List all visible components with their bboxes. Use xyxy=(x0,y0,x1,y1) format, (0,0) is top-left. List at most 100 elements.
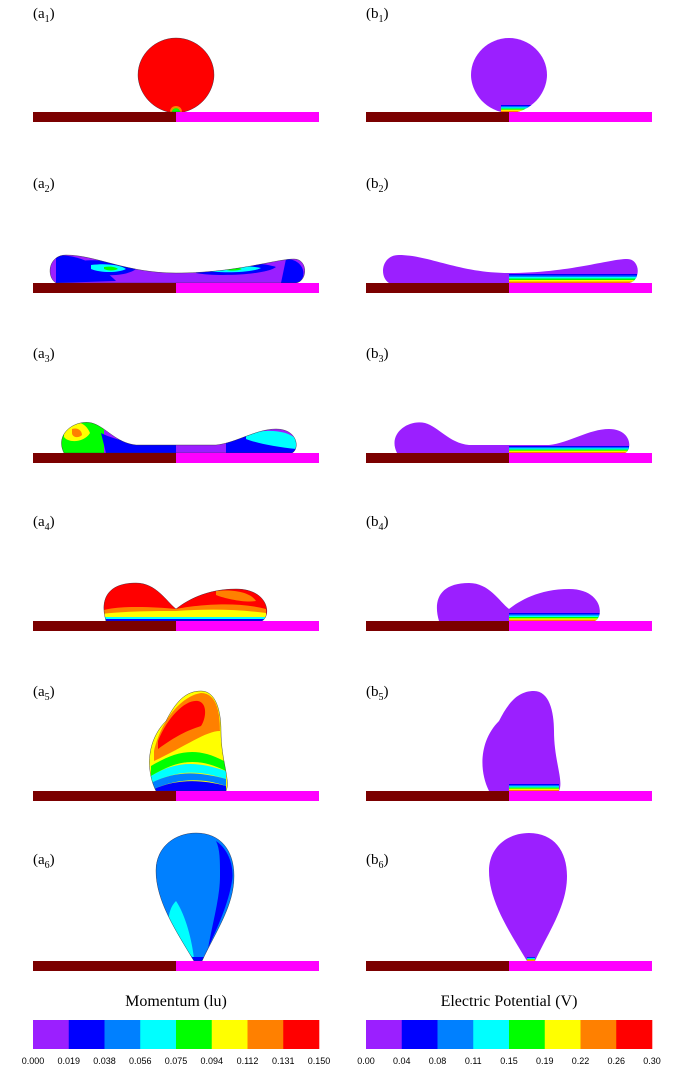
colorbar-segment xyxy=(176,1020,212,1049)
panel-label-prefix: (b xyxy=(366,6,379,22)
panel-label: (b3) xyxy=(366,346,389,365)
panel-label-suffix: ) xyxy=(50,176,55,192)
colorbar-segment xyxy=(509,1020,545,1049)
colorbar-tick-label: 0.019 xyxy=(57,1056,80,1066)
substrate-left xyxy=(33,112,176,122)
droplet-body xyxy=(482,691,560,791)
droplet xyxy=(51,413,296,453)
contours xyxy=(136,32,216,114)
contours xyxy=(509,446,629,453)
contour xyxy=(509,282,637,284)
contours xyxy=(501,105,533,112)
panel-label-prefix: (a xyxy=(33,176,45,192)
colorbar-tick-label: 0.094 xyxy=(200,1056,223,1066)
colorbar-tick-label: 0.19 xyxy=(536,1056,554,1066)
colorbar-title: Electric Potential (V) xyxy=(441,993,578,1010)
panel-label-prefix: (b xyxy=(366,852,379,868)
colorbar-segment xyxy=(438,1020,474,1049)
colorbar-tick-label: 0.00 xyxy=(357,1056,375,1066)
contour xyxy=(501,111,533,112)
panel-label-prefix: (b xyxy=(366,514,379,530)
substrate-right xyxy=(509,791,652,801)
panel-label-suffix: ) xyxy=(384,514,389,530)
substrate-right xyxy=(176,961,319,971)
substrate-left xyxy=(366,283,509,293)
panel-label-prefix: (a xyxy=(33,6,45,22)
colorbar-tick-label: 0.056 xyxy=(129,1056,152,1066)
panel-label-suffix: ) xyxy=(50,514,55,530)
substrate-right xyxy=(176,453,319,463)
colorbar-segment xyxy=(473,1020,509,1049)
panel-label: (b4) xyxy=(366,514,389,533)
substrate-right xyxy=(176,112,319,122)
panel-label-prefix: (a xyxy=(33,684,45,700)
substrate-left xyxy=(366,453,509,463)
panel-label-prefix: (b xyxy=(366,346,379,362)
panel-label: (b5) xyxy=(366,684,389,703)
contours xyxy=(527,957,535,961)
substrate-left xyxy=(366,791,509,801)
droplet xyxy=(136,32,216,114)
droplet xyxy=(146,826,246,963)
colorbar-tick-label: 0.131 xyxy=(272,1056,295,1066)
panel-label-prefix: (a xyxy=(33,514,45,530)
contours xyxy=(146,826,246,963)
panel-label: (a3) xyxy=(33,346,55,365)
panel-label: (a2) xyxy=(33,176,55,195)
droplet xyxy=(383,255,638,283)
colorbar-segment xyxy=(140,1020,176,1049)
substrate-right xyxy=(509,961,652,971)
colorbar-segment xyxy=(616,1020,652,1049)
panel-label: (a1) xyxy=(33,6,55,25)
droplet-body xyxy=(471,38,547,112)
contour xyxy=(509,790,559,791)
colorbar-tick-label: 0.26 xyxy=(607,1056,625,1066)
colorbar-segment xyxy=(69,1020,105,1049)
panel-label: (b1) xyxy=(366,6,389,25)
contours xyxy=(51,413,296,453)
substrate-right xyxy=(509,112,652,122)
substrate-right xyxy=(176,283,319,293)
substrate-left xyxy=(33,621,176,631)
substrate-left xyxy=(366,961,509,971)
panel-label-prefix: (b xyxy=(366,684,379,700)
colorbar-segment xyxy=(402,1020,438,1049)
substrate-right xyxy=(509,621,652,631)
substrate-right xyxy=(509,283,652,293)
contour xyxy=(509,452,629,453)
contours xyxy=(509,613,601,621)
substrate-left xyxy=(366,621,509,631)
colorbar-tick-label: 0.112 xyxy=(237,1056,259,1066)
panel-label-suffix: ) xyxy=(384,176,389,192)
contours xyxy=(509,784,559,791)
panel-label-prefix: (a xyxy=(33,852,45,868)
contours xyxy=(509,274,637,283)
colorbar-tick-label: 0.11 xyxy=(465,1056,482,1066)
substrate-left xyxy=(33,283,176,293)
panel-label: (b6) xyxy=(366,852,389,871)
colorbar-segment xyxy=(105,1020,141,1049)
colorbar-segment xyxy=(581,1020,617,1049)
substrate-left xyxy=(366,112,509,122)
colorbar-tick-label: 0.000 xyxy=(22,1056,45,1066)
colorbar-tick-label: 0.150 xyxy=(308,1056,331,1066)
panel-label-suffix: ) xyxy=(384,684,389,700)
droplet xyxy=(50,255,305,283)
colorbar-segment xyxy=(212,1020,248,1049)
droplet xyxy=(482,691,560,791)
substrate-right xyxy=(509,453,652,463)
panel-label: (b2) xyxy=(366,176,389,195)
substrate-left xyxy=(33,453,176,463)
figure: (a1) (b1) (a2) (b2) (a3) (b3) (a4) (b4) (a5) (b5)… xyxy=(0,0,678,1070)
contours xyxy=(146,686,236,793)
droplet xyxy=(96,581,276,623)
colorbar-tick-label: 0.30 xyxy=(643,1056,661,1066)
substrate-right xyxy=(176,621,319,631)
droplet xyxy=(146,686,236,793)
panel-label: (a4) xyxy=(33,514,55,533)
panel-label-prefix: (a xyxy=(33,346,45,362)
panel-label: (a6) xyxy=(33,852,55,871)
panel-label: (a5) xyxy=(33,684,55,703)
colorbar-tick-label: 0.04 xyxy=(393,1056,411,1066)
droplet xyxy=(489,833,567,961)
